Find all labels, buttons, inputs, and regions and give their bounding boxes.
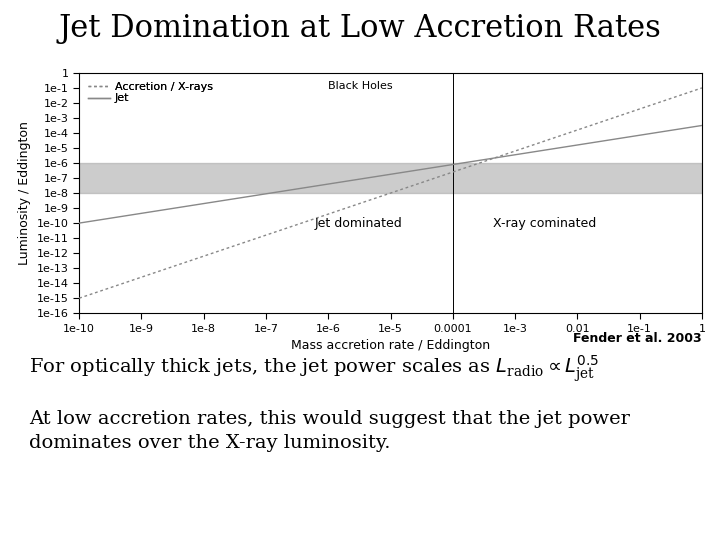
Text: X-ray cominated: X-ray cominated: [493, 217, 596, 230]
Text: Fender et al. 2003: Fender et al. 2003: [573, 332, 702, 345]
Text: For optically thick jets, the jet power scales as $L_{\mathregular{radio}} \prop: For optically thick jets, the jet power …: [29, 354, 599, 384]
X-axis label: Mass accretion rate / Eddington: Mass accretion rate / Eddington: [291, 339, 490, 352]
Text: At low accretion rates, this would suggest that the jet power
dominates over the: At low accretion rates, this would sugge…: [29, 410, 630, 452]
Y-axis label: Luminosity / Eddington: Luminosity / Eddington: [18, 121, 31, 265]
Bar: [79, 163, 702, 193]
Text: Jet dominated: Jet dominated: [314, 217, 402, 230]
Text: Black Holes: Black Holes: [328, 82, 393, 91]
Legend: Accretion / X-rays, Jet: Accretion / X-rays, Jet: [85, 78, 216, 107]
Text: Jet Domination at Low Accretion Rates: Jet Domination at Low Accretion Rates: [58, 14, 662, 44]
